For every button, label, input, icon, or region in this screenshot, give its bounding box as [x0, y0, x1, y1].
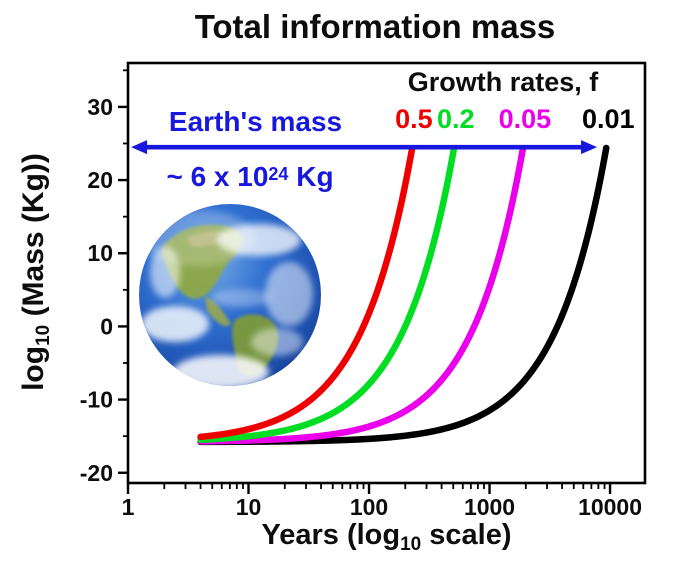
- growth-rate-label-0-5: 0.5: [395, 104, 433, 134]
- y-tick-label: 0: [100, 313, 113, 339]
- x-axis-title: Years (log10 scale): [261, 519, 512, 555]
- plot-frame: [126, 61, 647, 485]
- earth-mass-arrow-left-head: [131, 140, 148, 155]
- x-tick-label: 100: [350, 494, 388, 520]
- y-axis-title: log10 (Mass (Kg)): [17, 153, 54, 391]
- growth-curve-f-0.05: [197, 145, 527, 445]
- x-tick-label: 10000: [578, 494, 642, 520]
- growth-curve-f-0.5: [197, 146, 416, 441]
- y-tick-label: 20: [87, 167, 113, 193]
- x-tick-label: 1: [122, 494, 135, 520]
- earth-mass-annotation-line1: Earth's mass: [168, 106, 343, 137]
- earth-image: [137, 202, 323, 388]
- earth-mass-annotation-line2: ~ 6 x 1024 Kg: [135, 161, 365, 193]
- earth-mass-arrow-right-head: [581, 140, 598, 155]
- earth-mass-value-suffix: Kg: [288, 161, 334, 192]
- growth-curve-f-0.2: [197, 146, 458, 443]
- legend-title: Growth rates, f: [407, 67, 599, 97]
- growth-rate-label-0-2: 0.2: [436, 104, 475, 134]
- y-tick-label: -20: [80, 460, 113, 486]
- growth-rate-label-0-01: 0.01: [581, 104, 635, 134]
- growth-rate-label-0-05: 0.05: [498, 104, 552, 134]
- earth-mass-value-prefix: ~ 6 x 10: [166, 161, 269, 192]
- earth-mass-value-exponent: 24: [268, 164, 289, 184]
- chart-title: Total information mass: [194, 8, 556, 45]
- x-tick-label: 10: [236, 494, 262, 520]
- y-tick-label: -10: [80, 387, 113, 413]
- x-tick-label: 1000: [464, 494, 515, 520]
- y-tick-label: 30: [87, 94, 113, 120]
- y-tick-label: 10: [87, 240, 113, 266]
- earth-globe-graphic: [139, 204, 321, 386]
